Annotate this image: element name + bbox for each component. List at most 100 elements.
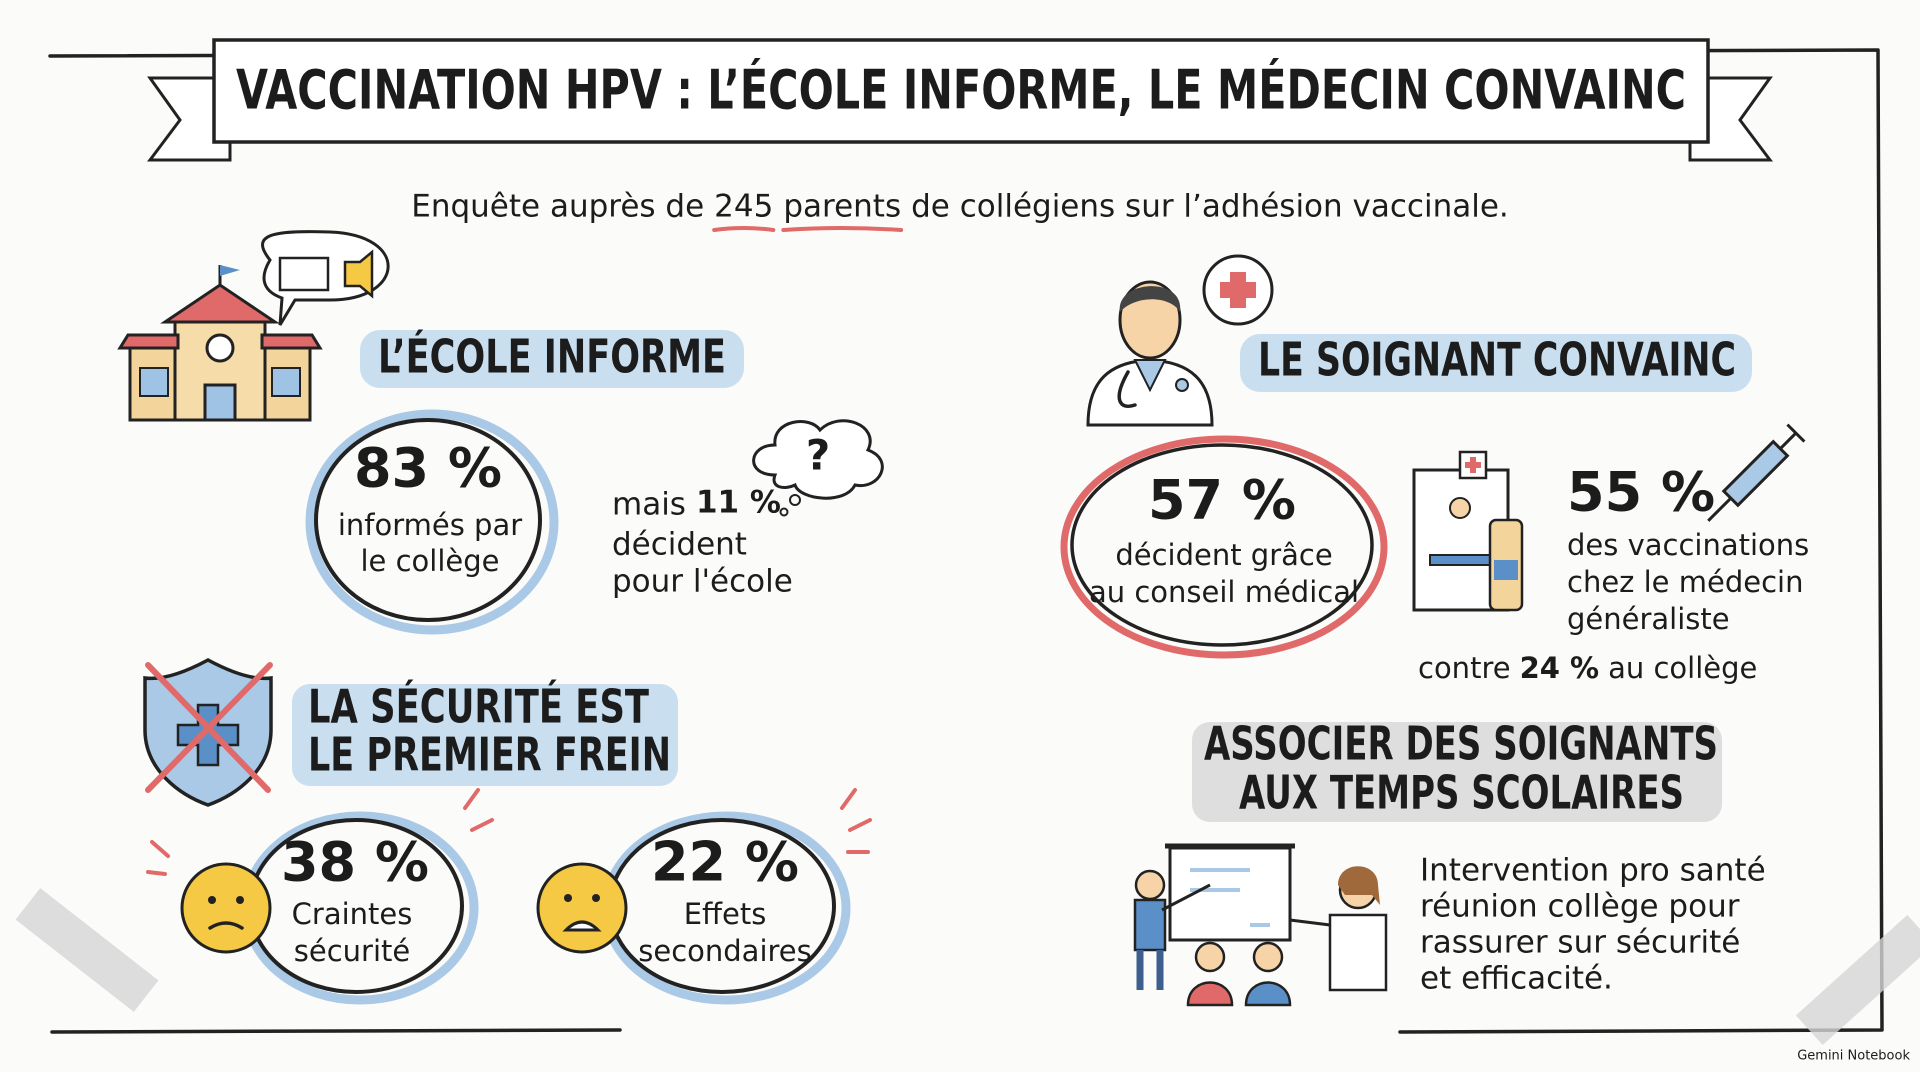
comparison-text: au collège	[1608, 651, 1757, 685]
comparison: contre 24 % au collège	[1418, 651, 1757, 685]
heading-highlight	[292, 684, 678, 786]
decoration	[1328, 913, 1388, 992]
decoration	[1244, 981, 1292, 1007]
stat-value: 83 %	[354, 437, 502, 500]
stat-value: 55 %	[1567, 461, 1715, 524]
decoration	[1494, 560, 1518, 580]
subtitle-highlight: 245	[714, 189, 773, 225]
decoration	[1119, 286, 1181, 312]
section-heading: AUX TEMPS SCOLAIRES	[1239, 766, 1684, 820]
stat-label: sécurité	[294, 934, 410, 968]
decoration	[1133, 898, 1167, 952]
comparison-value: 24 %	[1520, 651, 1600, 685]
worried-face	[180, 862, 272, 954]
decoration	[343, 249, 374, 299]
decoration	[536, 862, 628, 954]
aside-text: décident	[612, 527, 747, 563]
title: VACCINATION HPV : L’ÉCOLE INFORME, LE MÉ…	[236, 59, 1686, 122]
comparison-text: contre	[1418, 651, 1511, 685]
syringe-icon	[1707, 423, 1806, 522]
footer-brand: Gemini Notebook	[1797, 1049, 1910, 1064]
stat-value: 57 %	[1148, 469, 1296, 532]
recommendation-text: réunion collège pour	[1420, 889, 1740, 925]
subtitle: Enquête auprès de 245 parents de collégi…	[411, 189, 1509, 232]
stat-value: 22 %	[651, 831, 799, 894]
decoration	[592, 894, 600, 902]
decoration	[1707, 497, 1732, 522]
decoration	[1289, 918, 1331, 927]
section-heading: LA SÉCURITÉ EST	[308, 680, 649, 734]
stat-circle-accent	[305, 409, 559, 635]
decoration	[1779, 432, 1797, 450]
decoration	[1465, 457, 1481, 473]
stat-label: le collège	[360, 544, 499, 578]
section-heading: LE SOIGNANT CONVAINC	[1258, 333, 1736, 387]
classroom-icon	[1133, 843, 1388, 1007]
heading-highlight	[360, 330, 744, 388]
subtitle-text: de collégiens sur l’adhésion vaccinale.	[911, 189, 1509, 225]
shield-icon	[143, 658, 273, 807]
decoration	[220, 265, 240, 276]
stat-label: informés par	[338, 508, 522, 542]
stat-label: généraliste	[1567, 602, 1730, 636]
decoration	[564, 894, 572, 902]
decoration	[1220, 272, 1256, 308]
decoration	[1175, 378, 1189, 392]
recommendation-text: rassurer sur sécurité	[1420, 925, 1740, 961]
decoration	[562, 920, 602, 932]
decoration: ?	[806, 431, 830, 480]
recommendation-text: Intervention pro santé	[1420, 853, 1766, 889]
aside: mais 11 %	[612, 485, 781, 523]
decoration	[1186, 981, 1234, 1007]
decoration	[1117, 370, 1137, 408]
decoration	[160, 283, 280, 324]
stat-label: décident grâce	[1115, 538, 1332, 572]
decoration	[278, 256, 330, 292]
decoration	[1429, 554, 1491, 566]
decoration	[236, 896, 244, 904]
heading-highlight	[1240, 334, 1752, 392]
decoration	[271, 367, 301, 397]
stat-label: au conseil médical	[1089, 575, 1359, 609]
decoration	[1161, 883, 1211, 912]
decoration	[779, 507, 789, 517]
aside-text: mais	[612, 487, 686, 523]
decoration	[752, 419, 884, 500]
decoration	[1133, 359, 1167, 393]
clinic-icon	[1412, 450, 1524, 612]
subtitle-text: Enquête auprès de	[411, 189, 704, 225]
subtitle-highlight: parents	[783, 189, 901, 225]
stat-label: chez le médecin	[1567, 565, 1803, 599]
decoration	[1721, 439, 1790, 508]
decoration	[205, 333, 235, 363]
section-heading: ASSOCIER DES SOIGNANTS	[1204, 717, 1718, 771]
decoration	[176, 703, 240, 767]
decoration	[1252, 941, 1284, 973]
question-cloud: ?	[752, 419, 884, 517]
stress-marks	[840, 788, 872, 854]
tape	[1795, 914, 1920, 1046]
doctor-icon	[1086, 254, 1274, 427]
stat-label: Craintes	[292, 897, 413, 931]
stat-circle	[314, 418, 542, 622]
stat-label: des vaccinations	[1567, 528, 1809, 562]
decoration	[208, 896, 216, 904]
stat-label: secondaires	[638, 934, 812, 968]
stat-label: Effets	[684, 897, 767, 931]
title-banner	[212, 38, 1710, 144]
worried-face	[536, 862, 628, 954]
section-heading: LE PREMIER FREIN	[308, 728, 671, 782]
school-icon	[117, 230, 390, 422]
decoration	[139, 367, 169, 397]
decoration	[789, 494, 801, 506]
stress-marks	[146, 788, 494, 876]
decoration	[1449, 497, 1471, 519]
decoration	[203, 383, 237, 422]
aside-value: 11 %	[696, 485, 781, 521]
decoration	[1168, 846, 1292, 942]
recommendation-text: et efficacité.	[1420, 961, 1613, 997]
underline	[712, 226, 776, 232]
decoration	[1786, 423, 1806, 443]
